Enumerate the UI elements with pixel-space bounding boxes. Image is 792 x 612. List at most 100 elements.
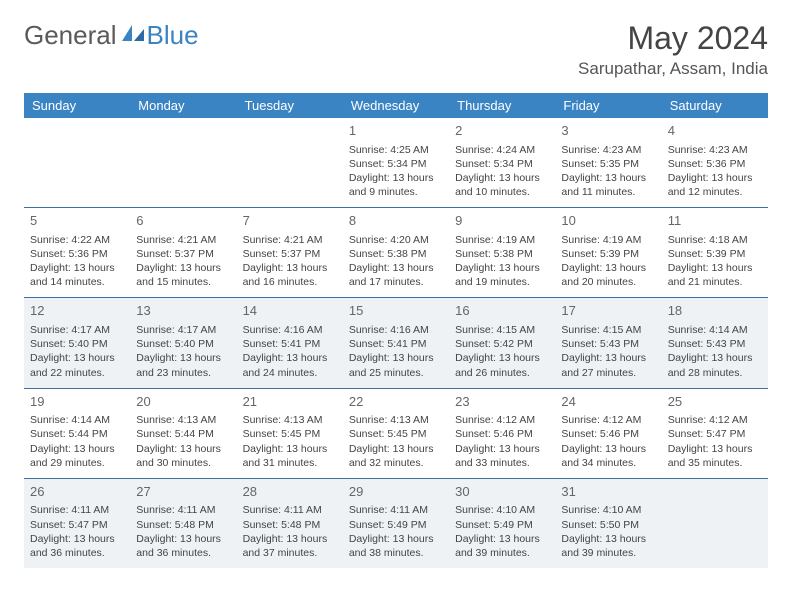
calendar-week-row: 19Sunrise: 4:14 AMSunset: 5:44 PMDayligh… [24,388,768,478]
day-number: 19 [30,393,124,411]
day-number: 7 [243,212,337,230]
calendar-day-cell: 20Sunrise: 4:13 AMSunset: 5:44 PMDayligh… [130,388,236,478]
day-number: 26 [30,483,124,501]
sunrise-line: Sunrise: 4:22 AM [30,233,124,247]
sunset-line: Sunset: 5:35 PM [561,157,655,171]
day-number: 3 [561,122,655,140]
daylight-line: Daylight: 13 hours and 36 minutes. [136,532,230,560]
sunset-line: Sunset: 5:39 PM [668,247,762,261]
sunset-line: Sunset: 5:46 PM [455,427,549,441]
sunrise-line: Sunrise: 4:14 AM [668,323,762,337]
day-number: 28 [243,483,337,501]
sunrise-line: Sunrise: 4:10 AM [561,503,655,517]
daylight-line: Daylight: 13 hours and 33 minutes. [455,442,549,470]
day-number: 25 [668,393,762,411]
sunrise-line: Sunrise: 4:11 AM [30,503,124,517]
title-block: May 2024 Sarupathar, Assam, India [578,20,768,79]
day-number: 5 [30,212,124,230]
day-number: 8 [349,212,443,230]
sunset-line: Sunset: 5:45 PM [349,427,443,441]
calendar-day-cell [130,118,236,208]
weekday-header-row: Sunday Monday Tuesday Wednesday Thursday… [24,93,768,118]
daylight-line: Daylight: 13 hours and 23 minutes. [136,351,230,379]
daylight-line: Daylight: 13 hours and 14 minutes. [30,261,124,289]
daylight-line: Daylight: 13 hours and 10 minutes. [455,171,549,199]
weekday-header: Tuesday [237,93,343,118]
sunset-line: Sunset: 5:48 PM [136,518,230,532]
sunset-line: Sunset: 5:50 PM [561,518,655,532]
calendar-table: Sunday Monday Tuesday Wednesday Thursday… [24,93,768,568]
calendar-day-cell: 4Sunrise: 4:23 AMSunset: 5:36 PMDaylight… [662,118,768,208]
day-number: 14 [243,302,337,320]
day-number: 23 [455,393,549,411]
weekday-header: Monday [130,93,236,118]
day-number: 13 [136,302,230,320]
logo-sail-icon [121,23,145,43]
location: Sarupathar, Assam, India [578,59,768,79]
sunrise-line: Sunrise: 4:14 AM [30,413,124,427]
daylight-line: Daylight: 13 hours and 27 minutes. [561,351,655,379]
day-number: 29 [349,483,443,501]
day-number: 9 [455,212,549,230]
day-number: 2 [455,122,549,140]
sunrise-line: Sunrise: 4:12 AM [561,413,655,427]
sunrise-line: Sunrise: 4:19 AM [455,233,549,247]
calendar-day-cell [24,118,130,208]
sunset-line: Sunset: 5:37 PM [243,247,337,261]
sunrise-line: Sunrise: 4:23 AM [668,143,762,157]
sunset-line: Sunset: 5:46 PM [561,427,655,441]
day-number: 15 [349,302,443,320]
calendar-week-row: 12Sunrise: 4:17 AMSunset: 5:40 PMDayligh… [24,298,768,388]
calendar-day-cell: 27Sunrise: 4:11 AMSunset: 5:48 PMDayligh… [130,478,236,568]
sunset-line: Sunset: 5:37 PM [136,247,230,261]
sunrise-line: Sunrise: 4:19 AM [561,233,655,247]
calendar-day-cell: 19Sunrise: 4:14 AMSunset: 5:44 PMDayligh… [24,388,130,478]
day-number: 18 [668,302,762,320]
calendar-week-row: 5Sunrise: 4:22 AMSunset: 5:36 PMDaylight… [24,208,768,298]
logo: General Blue [24,20,199,51]
sunset-line: Sunset: 5:38 PM [349,247,443,261]
sunset-line: Sunset: 5:47 PM [30,518,124,532]
sunrise-line: Sunrise: 4:10 AM [455,503,549,517]
sunrise-line: Sunrise: 4:25 AM [349,143,443,157]
daylight-line: Daylight: 13 hours and 37 minutes. [243,532,337,560]
sunrise-line: Sunrise: 4:13 AM [349,413,443,427]
daylight-line: Daylight: 13 hours and 39 minutes. [455,532,549,560]
calendar-day-cell: 28 Sunrise: 4:11 AMSunset: 5:48 PMDayligh… [237,478,343,568]
day-number: 11 [668,212,762,230]
sunset-line: Sunset: 5:36 PM [30,247,124,261]
calendar-day-cell: 6Sunrise: 4:21 AMSunset: 5:37 PMDaylight… [130,208,236,298]
daylight-line: Daylight: 13 hours and 16 minutes. [243,261,337,289]
daylight-line: Daylight: 13 hours and 20 minutes. [561,261,655,289]
daylight-line: Daylight: 13 hours and 26 minutes. [455,351,549,379]
sunrise-line: Sunrise: 4:13 AM [136,413,230,427]
sunset-line: Sunset: 5:42 PM [455,337,549,351]
calendar-day-cell: 21Sunrise: 4:13 AMSunset: 5:45 PMDayligh… [237,388,343,478]
daylight-line: Daylight: 13 hours and 29 minutes. [30,442,124,470]
sunset-line: Sunset: 5:49 PM [455,518,549,532]
sunrise-line: Sunrise: 4:16 AM [349,323,443,337]
weekday-header: Friday [555,93,661,118]
daylight-line: Daylight: 13 hours and 31 minutes. [243,442,337,470]
sunset-line: Sunset: 5:45 PM [243,427,337,441]
sunrise-line: Sunrise: 4:13 AM [243,413,337,427]
day-number: 6 [136,212,230,230]
calendar-day-cell: 23Sunrise: 4:12 AMSunset: 5:46 PMDayligh… [449,388,555,478]
sunset-line: Sunset: 5:43 PM [561,337,655,351]
sunrise-line: Sunrise: 4:23 AM [561,143,655,157]
calendar-day-cell: 3Sunrise: 4:23 AMSunset: 5:35 PMDaylight… [555,118,661,208]
day-number: 10 [561,212,655,230]
calendar-day-cell: 9Sunrise: 4:19 AMSunset: 5:38 PMDaylight… [449,208,555,298]
calendar-day-cell: 30 Sunrise: 4:10 AMSunset: 5:49 PMDayligh… [449,478,555,568]
sunset-line: Sunset: 5:41 PM [243,337,337,351]
weekday-header: Sunday [24,93,130,118]
sunrise-line: Sunrise: 4:11 AM [136,503,230,517]
calendar-day-cell: 14Sunrise: 4:16 AMSunset: 5:41 PMDayligh… [237,298,343,388]
sunrise-line: Sunrise: 4:11 AM [243,503,337,517]
day-number: 1 [349,122,443,140]
calendar-week-row: 26Sunrise: 4:11 AMSunset: 5:47 PMDayligh… [24,478,768,568]
sunset-line: Sunset: 5:48 PM [243,518,337,532]
day-number: 31 [561,483,655,501]
daylight-line: Daylight: 13 hours and 32 minutes. [349,442,443,470]
day-number: 30 [455,483,549,501]
